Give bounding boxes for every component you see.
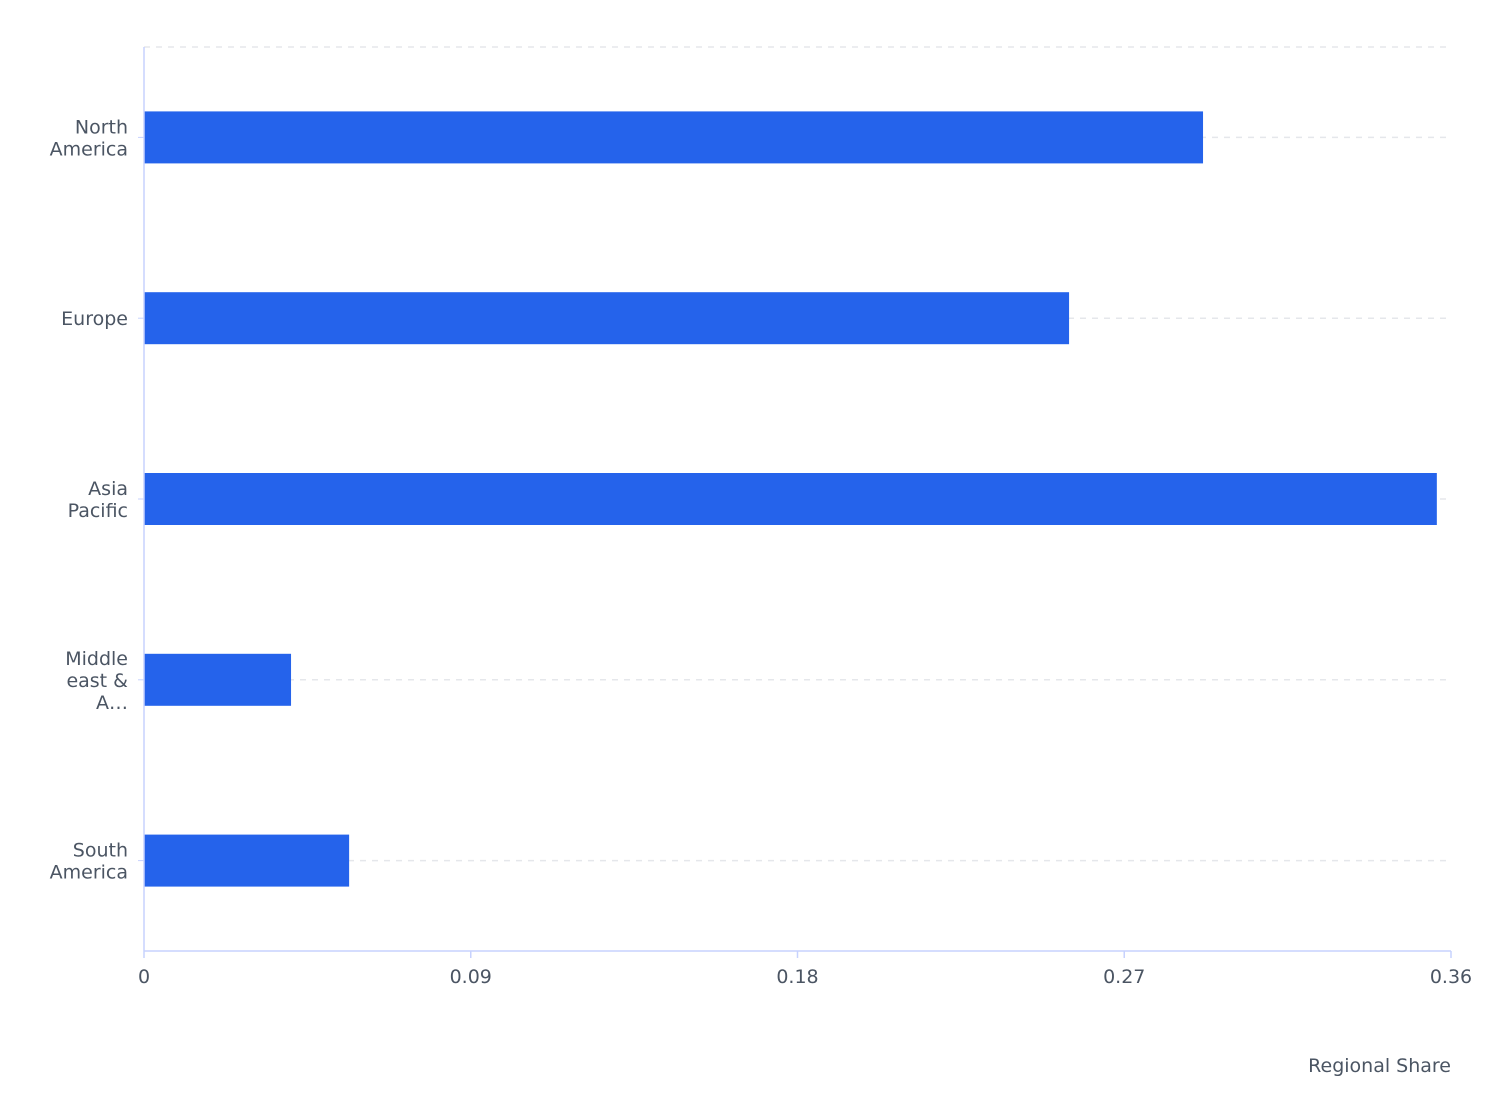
x-tick-label: 0.36 <box>1430 966 1472 988</box>
category-label: Middle east & A… <box>65 648 128 714</box>
category-label: South America <box>50 840 128 884</box>
category-label: North America <box>50 116 128 160</box>
x-tick-label: 0.27 <box>1103 966 1145 988</box>
bar <box>144 111 1204 164</box>
category-label: Asia Pacific <box>68 478 128 522</box>
bar <box>144 473 1437 525</box>
bar <box>144 653 292 706</box>
x-tick-label: 0.09 <box>450 966 492 988</box>
bar <box>144 834 350 887</box>
x-tick-label: 0 <box>138 966 150 988</box>
category-label: Europe <box>61 308 128 330</box>
x-axis-label: Regional Share <box>1308 1055 1451 1077</box>
x-tick-label: 0.18 <box>776 966 818 988</box>
bar <box>144 292 1070 345</box>
